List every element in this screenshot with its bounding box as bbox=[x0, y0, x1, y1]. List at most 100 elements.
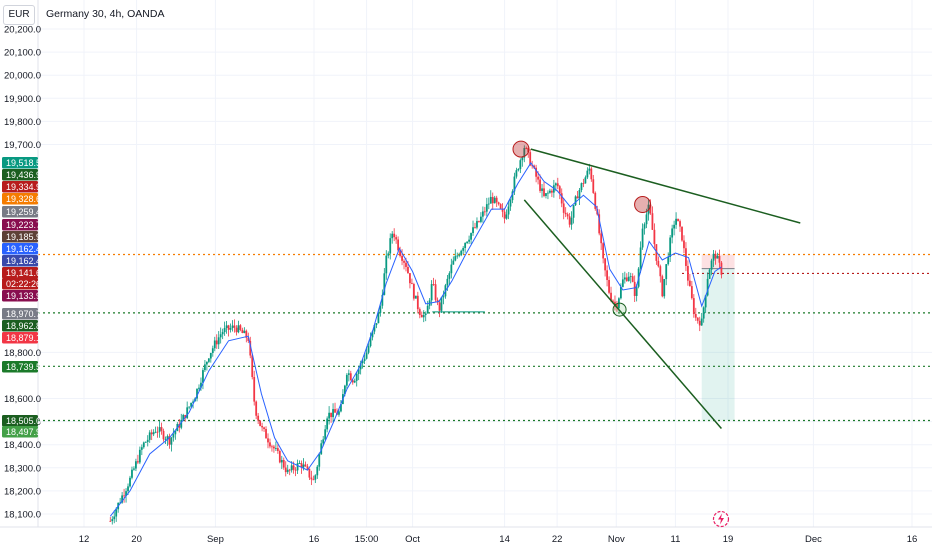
candle-body bbox=[675, 218, 677, 225]
candle-body bbox=[698, 320, 701, 326]
candle bbox=[296, 459, 299, 475]
candle bbox=[399, 246, 401, 258]
candle-body bbox=[665, 264, 668, 280]
candle-body bbox=[570, 217, 573, 225]
candle-body bbox=[136, 461, 139, 463]
candle-body bbox=[389, 238, 392, 254]
candle-body bbox=[294, 469, 297, 471]
candle bbox=[566, 212, 569, 220]
x-tick-label: Sep bbox=[207, 534, 224, 545]
upper-trendline bbox=[530, 148, 801, 224]
candle-body bbox=[146, 439, 149, 442]
candle-body bbox=[690, 286, 693, 299]
top-circle-2 bbox=[634, 196, 652, 214]
candle-body bbox=[430, 284, 433, 301]
candle-body bbox=[135, 461, 137, 469]
candle-body bbox=[369, 337, 372, 347]
candle-body bbox=[324, 429, 327, 440]
candle-body bbox=[241, 329, 244, 334]
moving-average-line bbox=[109, 162, 722, 517]
candle-body bbox=[115, 509, 118, 517]
candle-body bbox=[466, 241, 469, 243]
price-label: 19,259.4 bbox=[2, 206, 41, 218]
candle-body bbox=[531, 165, 534, 167]
y-tick-label: 19,700.0 bbox=[4, 140, 41, 151]
candle bbox=[412, 282, 415, 301]
candle bbox=[136, 454, 139, 465]
candle-body bbox=[172, 434, 175, 438]
candle bbox=[474, 222, 476, 229]
candle-body bbox=[340, 404, 342, 412]
candle-body bbox=[604, 258, 607, 271]
candle bbox=[138, 446, 141, 465]
candle-body bbox=[282, 459, 285, 468]
candle bbox=[265, 426, 267, 439]
candle bbox=[156, 426, 159, 438]
candle bbox=[257, 412, 260, 424]
candle-body bbox=[474, 227, 476, 229]
candle-body bbox=[673, 224, 676, 229]
candle bbox=[639, 241, 642, 273]
candle-body bbox=[568, 216, 571, 225]
price-label: 19,162.4 bbox=[2, 255, 41, 267]
price-label-bg bbox=[2, 278, 38, 290]
price-label-text: 19,162.4 bbox=[6, 244, 41, 254]
candle bbox=[651, 206, 654, 230]
candle-body bbox=[209, 352, 212, 359]
candle-body bbox=[223, 327, 226, 333]
candle bbox=[334, 402, 336, 413]
candle-body bbox=[345, 374, 348, 386]
candle bbox=[570, 211, 573, 230]
candle-body bbox=[288, 469, 291, 471]
price-label: 18,962.8 bbox=[2, 320, 41, 332]
candle bbox=[166, 434, 169, 446]
candle bbox=[675, 212, 677, 229]
candle-body bbox=[125, 491, 127, 496]
candle bbox=[142, 441, 145, 449]
candle bbox=[227, 324, 230, 337]
candle-body bbox=[213, 340, 216, 349]
candle bbox=[253, 370, 256, 406]
candles bbox=[109, 145, 723, 525]
candle bbox=[213, 336, 216, 352]
candle bbox=[499, 203, 502, 210]
candle-body bbox=[576, 196, 579, 199]
candle bbox=[188, 406, 191, 410]
candle-body bbox=[243, 330, 246, 334]
x-tick-label: 12 bbox=[79, 534, 90, 545]
candle-body bbox=[302, 464, 305, 468]
candle bbox=[564, 207, 567, 218]
candle bbox=[580, 182, 583, 193]
candle-body bbox=[560, 193, 563, 204]
candle bbox=[489, 190, 492, 204]
currency-badge[interactable]: EUR bbox=[3, 5, 35, 25]
candle-body bbox=[454, 256, 457, 261]
candle-body bbox=[566, 214, 569, 217]
candle-body bbox=[292, 465, 295, 470]
candle bbox=[509, 198, 512, 211]
price-label-bg bbox=[2, 267, 38, 279]
price-label: 19,518.5 bbox=[2, 157, 41, 169]
candle-body bbox=[215, 340, 218, 345]
candle-body bbox=[572, 205, 575, 218]
lower-trendline bbox=[523, 199, 722, 430]
candle-body bbox=[641, 228, 644, 248]
candle-body bbox=[253, 376, 256, 402]
price-label-text: 18,970.7 bbox=[6, 309, 41, 319]
candle bbox=[332, 403, 334, 423]
candle-body bbox=[619, 286, 622, 299]
candle bbox=[434, 279, 437, 302]
candle-body bbox=[233, 325, 236, 328]
candle bbox=[298, 460, 301, 464]
candle bbox=[162, 428, 165, 442]
candle-body bbox=[257, 415, 260, 421]
candle-body bbox=[714, 253, 717, 259]
candle-body bbox=[416, 295, 419, 310]
candle bbox=[245, 329, 248, 343]
candle-body bbox=[261, 425, 263, 428]
candle bbox=[582, 178, 585, 188]
candle-body bbox=[452, 260, 455, 265]
candle-body bbox=[584, 177, 587, 184]
